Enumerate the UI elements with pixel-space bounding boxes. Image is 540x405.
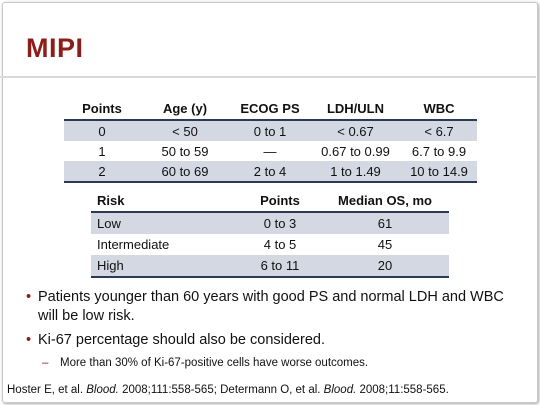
mipi-points-table: Points Age (y) ECOG PS LDH/ULN WBC 0 < 5… (64, 97, 477, 183)
table-cell: 60 to 69 (140, 161, 230, 183)
column-header: WBC (401, 97, 477, 121)
column-header: LDH/ULN (310, 97, 401, 121)
table-cell: 0 (64, 120, 140, 141)
journal-name: Blood. (86, 384, 119, 396)
table-cell: < 50 (140, 120, 230, 141)
risk-table: Risk Points Median OS, mo Low 0 to 3 61 … (91, 190, 449, 278)
journal-name: Blood. (323, 384, 357, 396)
table-cell: 10 to 14.9 (401, 161, 477, 183)
bullet-item: • Patients younger than 60 years with go… (26, 288, 508, 326)
reference-text: 2008;111:558-565; Determann O, et al. (118, 384, 324, 396)
table-cell: 4 to 5 (263, 237, 297, 252)
bullet-icon: • (26, 289, 32, 305)
column-header: Points (239, 190, 321, 213)
reference-text: Hoster E, et al. (7, 384, 87, 396)
sub-bullet-item: – More than 30% of Ki-67-positive cells … (42, 356, 369, 370)
column-header: Age (y) (140, 97, 230, 121)
table-cell: 2 (64, 161, 140, 183)
column-header: ECOG PS (230, 97, 310, 121)
table-cell: 2 to 4 (230, 161, 310, 183)
table-row: Low 0 to 3 61 (91, 212, 449, 234)
bullet-text: Ki-67 percentage should also be consider… (38, 332, 325, 348)
table-row: Intermediate 4 to 5 45 (91, 234, 449, 255)
table-cell: — (263, 143, 277, 159)
reference-citation: Hoster E, et al. Blood. 2008;111:558-565… (7, 384, 449, 396)
column-header: Median OS, mo (321, 190, 449, 213)
table-cell: 50 to 59 (161, 143, 209, 159)
table-header-row: Risk Points Median OS, mo (91, 190, 449, 213)
table-row: 0 < 50 0 to 1 < 0.67 < 6.7 (64, 120, 477, 141)
table-cell: 1 (98, 143, 106, 159)
table-cell: 6.7 to 9.9 (411, 143, 467, 159)
table-cell: 1 to 1.49 (310, 161, 401, 183)
table-cell: Intermediate (97, 237, 170, 252)
bullet-item: • Ki-67 percentage should also be consid… (26, 331, 508, 350)
table-cell: 0 to 3 (239, 212, 321, 234)
table-cell: 45 (377, 237, 393, 252)
dash-icon: – (42, 357, 49, 369)
slide-title: MIPI (26, 33, 84, 63)
table-cell: 0.67 to 0.99 (321, 143, 390, 159)
table-cell: < 6.7 (401, 120, 477, 141)
table-cell: 20 (321, 255, 449, 278)
table-row: 2 60 to 69 2 to 4 1 to 1.49 10 to 14.9 (64, 161, 477, 183)
table-row: 1 50 to 59 — 0.67 to 0.99 6.7 to 9.9 (64, 141, 477, 161)
table-cell: 61 (321, 212, 449, 234)
table-cell: 6 to 11 (239, 255, 321, 278)
column-header: Risk (91, 190, 239, 213)
title-divider (0, 76, 536, 78)
bullet-text: Patients younger than 60 years with good… (38, 289, 504, 324)
table-cell: Low (91, 212, 239, 234)
sub-bullet-text: More than 30% of Ki-67-positive cells ha… (60, 357, 369, 369)
column-header: Points (64, 97, 140, 121)
table-cell: 0 to 1 (230, 120, 310, 141)
reference-text: 2008;11:558-565. (356, 384, 449, 396)
table-header-row: Points Age (y) ECOG PS LDH/ULN WBC (64, 97, 477, 121)
table-cell: < 0.67 (310, 120, 401, 141)
table-cell: High (91, 255, 239, 278)
table-row: High 6 to 11 20 (91, 255, 449, 278)
bullet-icon: • (26, 332, 32, 348)
